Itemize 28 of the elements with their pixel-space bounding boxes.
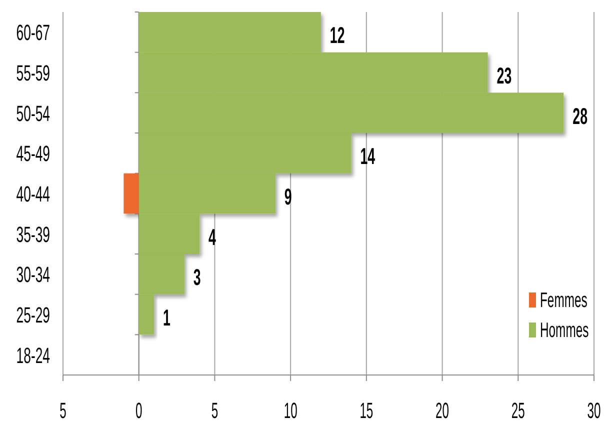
data-label: 14: [360, 143, 376, 170]
x-tick-label: 5: [60, 398, 66, 423]
data-label: 28: [572, 103, 588, 129]
y-tick-label: 35-39: [16, 222, 50, 247]
legend-label: Femmes: [540, 287, 588, 312]
data-label: 23: [496, 62, 512, 88]
data-label: 4: [208, 224, 216, 250]
x-tick-label: 25: [511, 398, 525, 423]
data-label: 3: [193, 264, 201, 290]
data-label: 1: [163, 304, 170, 330]
bar: [124, 173, 139, 214]
x-tick-label: 10: [284, 398, 298, 423]
x-tick-label: 20: [436, 398, 450, 423]
y-tick-label: 55-59: [16, 61, 50, 86]
y-tick-label: 30-34: [16, 262, 50, 288]
y-tick-label: 40-44: [16, 182, 50, 206]
y-tick-label: 18-24: [16, 343, 50, 368]
legend-label: Hommes: [540, 317, 589, 342]
x-tick-label: 5: [211, 398, 218, 423]
y-tick-label: 60-67: [16, 20, 50, 46]
data-label: 9: [284, 184, 292, 210]
y-tick-label: 50-54: [16, 101, 50, 126]
x-tick-label: 30: [587, 398, 601, 423]
y-tick-label: 45-49: [16, 142, 50, 166]
x-tick-label: 0: [135, 398, 142, 423]
x-tick-label: 15: [360, 398, 374, 423]
data-label: 12: [330, 22, 345, 48]
y-tick-label: 25-29: [16, 303, 50, 328]
